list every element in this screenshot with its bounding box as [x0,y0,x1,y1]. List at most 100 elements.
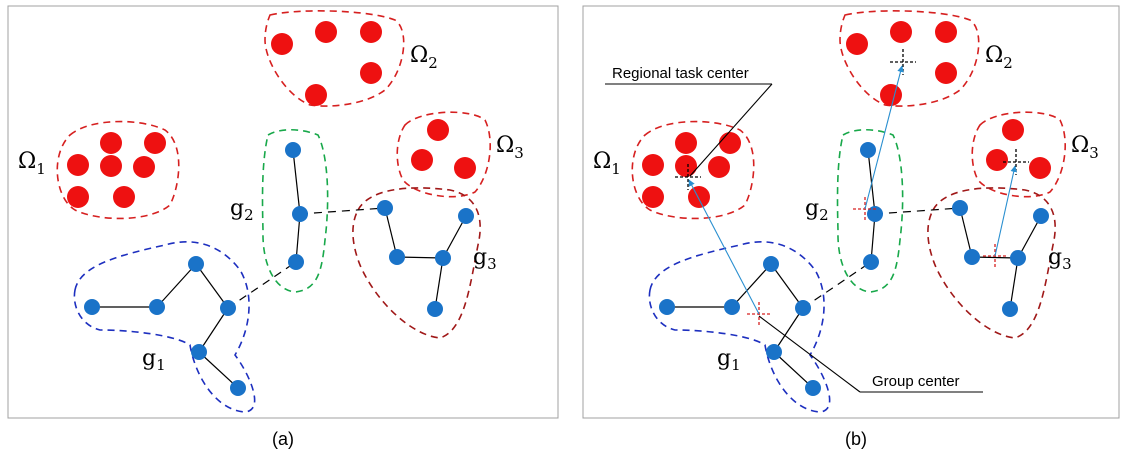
g3-label: g3 [1048,245,1072,273]
agent-node [427,301,443,317]
omega1-boundary [56,120,180,220]
task-node [113,186,135,208]
agent-node [795,300,811,316]
task-node [454,157,476,179]
agent-node [952,200,968,216]
inter-group-link [227,261,297,309]
task-node [675,132,697,154]
agent-node [863,254,879,270]
agent-node [867,206,883,222]
task-node [708,156,730,178]
agent-node [191,344,207,360]
agent-node [1033,208,1049,224]
agents-b [659,142,1049,396]
task-node [719,132,741,154]
omega2-boundary [839,10,980,107]
callout-leader [758,315,861,393]
panel-a: Ω1 Ω2 Ω3 g1 g2 g3 (a) [7,5,559,449]
agents-a [84,142,474,396]
link [770,263,804,309]
callout-leader [689,83,773,177]
link [156,263,197,308]
link [292,149,301,215]
g2-boundary [836,128,904,293]
task-node [100,155,122,177]
link [773,307,804,353]
g2-label: g2 [805,196,829,224]
agent-node [766,344,782,360]
g1-label: g1 [142,346,166,374]
task-node [688,186,710,208]
regional-task-center-label: Regional task center [612,65,749,82]
task-node [305,84,327,106]
task-node [880,84,902,106]
omega3-label: Ω3 [1071,133,1099,162]
agent-node [435,250,451,266]
omega2-label: Ω2 [410,43,438,72]
panel-b-border [582,5,1120,419]
task-node [144,132,166,154]
agent-node [377,200,393,216]
agent-node [389,249,405,265]
g1-boundary [73,241,256,413]
agent-node [458,208,474,224]
omega2-label: Ω2 [985,43,1013,72]
tasks-a [67,21,476,208]
link [198,351,239,389]
link [195,263,229,309]
agent-node [220,300,236,316]
omega3-boundary [971,111,1066,198]
task-node [100,132,122,154]
link [198,307,229,353]
tasks-b [642,21,1051,208]
g3-boundary [352,187,481,339]
task-node [411,149,433,171]
assignment-arrow-g3 [994,165,1017,257]
link [773,351,814,389]
agent-node [288,254,304,270]
agent-node [84,299,100,315]
panel-b: Regional task center Group center Ω1 Ω2 … [582,5,1120,449]
task-node [986,149,1008,171]
omega3-boundary [396,111,491,198]
assignment-arrow-g2 [864,65,904,210]
agent-node [805,380,821,396]
omega3-label: Ω3 [496,133,524,162]
omega1-label: Ω1 [593,149,621,178]
g3-boundary [927,187,1056,339]
agent-node [188,256,204,272]
inter-group-link [874,207,961,215]
agent-node [724,299,740,315]
task-node [67,154,89,176]
g2-label: g2 [230,196,254,224]
task-node [360,21,382,43]
link [731,263,772,308]
task-node [642,154,664,176]
agent-node [292,206,308,222]
caption-a: (a) [272,429,294,449]
link [384,207,398,258]
link [870,213,876,263]
agent-node [149,299,165,315]
task-node [133,156,155,178]
link [959,207,973,258]
task-node [67,186,89,208]
inter-group-link [299,207,386,215]
assignment-arrows [688,65,1017,315]
group-center-label: Group center [872,373,960,390]
g2-boundary [261,128,329,293]
agent-node [1010,250,1026,266]
inter-group-link [802,261,872,309]
task-node [360,62,382,84]
task-node [271,33,293,55]
link [295,213,301,263]
caption-b: (b) [845,429,867,449]
omega1-boundary [631,120,755,220]
link [1009,257,1019,310]
task-center-marker-omega2 [890,49,916,75]
task-node [642,186,664,208]
g1-label: g1 [717,346,741,374]
task-node [935,21,957,43]
task-node [935,62,957,84]
agent-node [285,142,301,158]
